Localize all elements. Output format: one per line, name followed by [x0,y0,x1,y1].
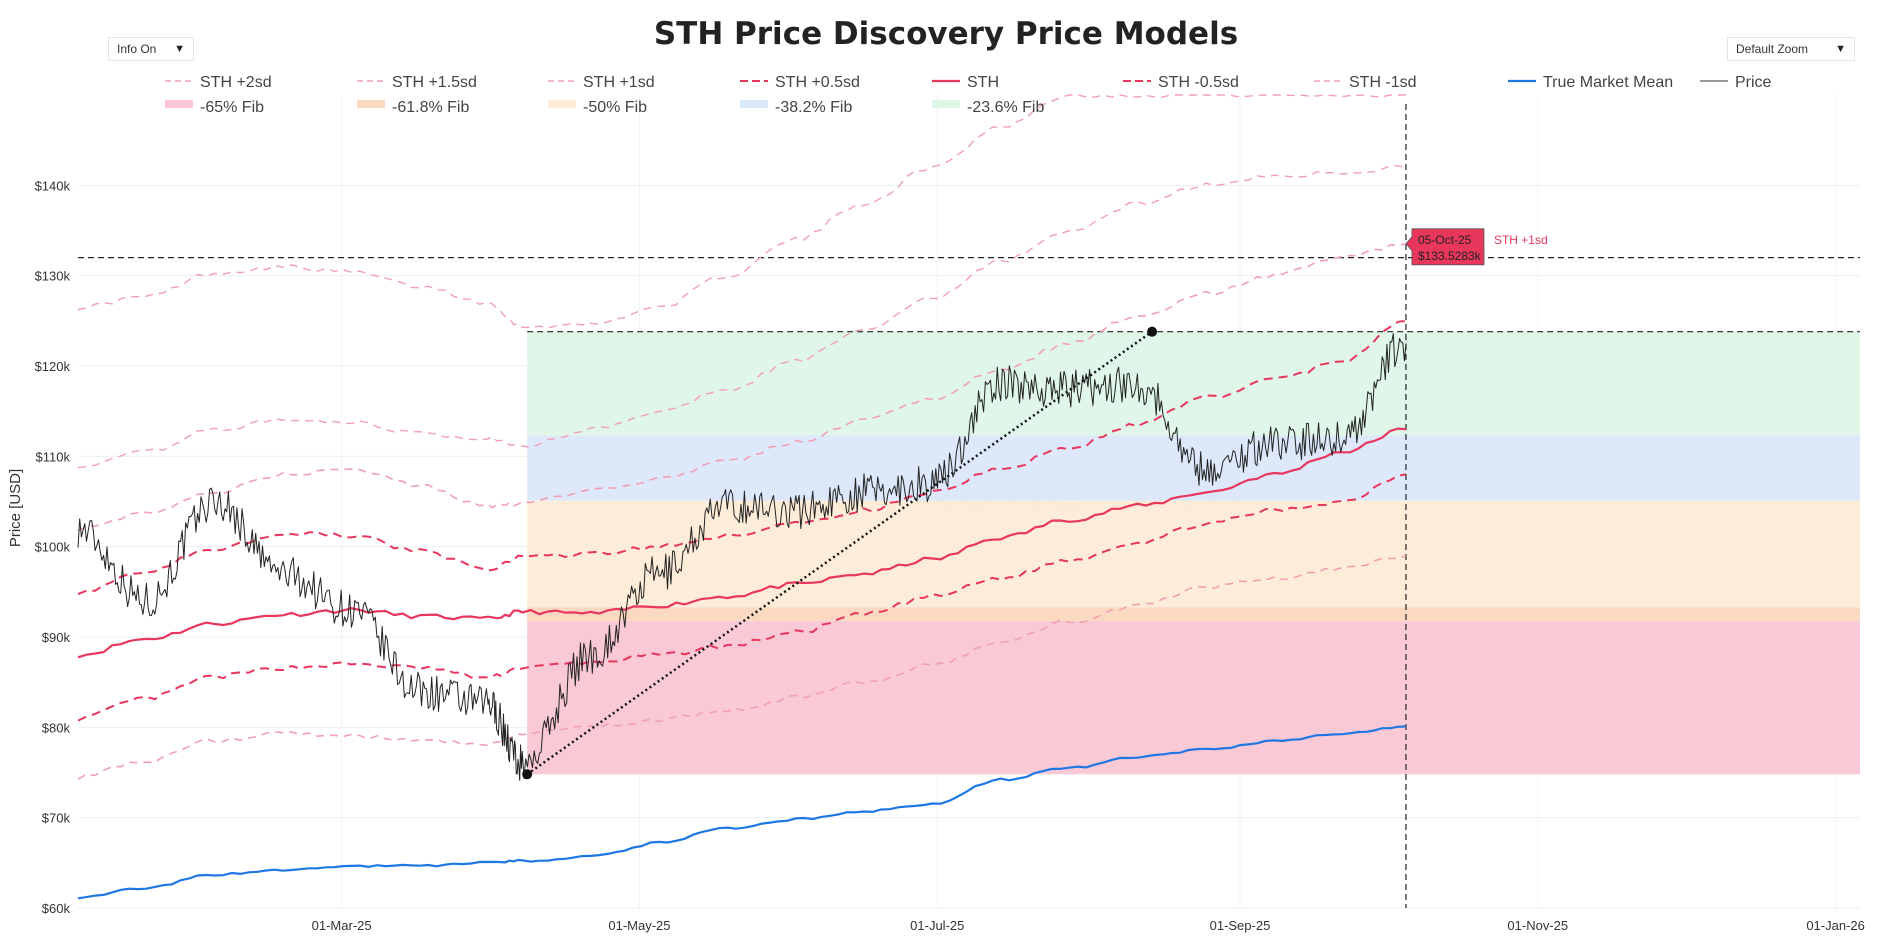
x-tick-label: 01-Mar-25 [312,918,372,933]
tooltip-series: STH +1sd [1494,233,1548,247]
legend-item: STH -1sd [1349,74,1417,91]
legend-item: STH +0.5sd [775,74,860,91]
legend-swatch [548,100,576,108]
series-line [77,725,1407,900]
trend-start-point [522,769,533,780]
y-tick-label: $130k [35,269,71,284]
trend-end-point [1147,326,1158,337]
y-tick-label: $110k [36,449,71,464]
fib-band [527,620,1860,775]
y-tick-label: $140k [35,178,71,193]
legend-item: -65% Fib [200,99,264,116]
series-line [77,554,1407,780]
chevron-down-icon: ▼ [174,43,185,55]
chevron-down-icon: ▼ [1835,43,1846,55]
legend-item: STH +1sd [583,74,655,91]
x-tick-label: 01-Sep-25 [1210,918,1271,933]
legend-swatch [165,100,193,108]
zoom-label: Default Zoom [1736,42,1809,56]
series-line [77,165,1407,469]
series-line [77,243,1407,532]
legend-item: -38.2% Fib [775,99,852,116]
legend-swatch [357,100,385,108]
legend-item: -50% Fib [583,99,647,116]
legend-item: -61.8% Fib [392,99,469,116]
legend-swatch [740,100,768,108]
fib-band [527,331,1860,436]
series-line [77,473,1407,722]
legend-item: STH +1.5sd [392,74,477,91]
tooltip-box [1405,228,1485,266]
fib-band [527,500,1860,608]
x-tick-label: 01-Jul-25 [910,918,964,933]
y-tick-label: $80k [42,720,71,735]
legend: STH +2sd STH +1.5sd STH +1sd STH +0.5sd STH S… [165,74,1772,116]
info-toggle-label: Info On [117,42,157,56]
legend-item: STH -0.5sd [1158,74,1239,91]
fib-band [527,435,1860,501]
x-tick-label: 01-Jan-26 [1806,918,1865,933]
plot-area[interactable]: $60k $70k $80k $90k $100k $110k $120k $130k $140… [35,94,1865,933]
legend-item: Price [1735,74,1772,91]
tooltip-date: 05-Oct-25 [1418,233,1472,247]
y-tick-label: $70k [42,811,71,826]
y-tick-label: $100k [35,540,71,555]
tooltip-value: $133.5283k [1418,249,1482,263]
zoom-dropdown[interactable]: Default Zoom ▼ [1727,37,1855,61]
fib-band [527,607,1860,621]
series-line [77,94,1406,329]
y-axis-label: Price [USD] [7,469,24,547]
y-tick-label: $90k [42,630,71,645]
series-line [77,333,1407,781]
series-line [77,427,1407,659]
info-toggle-dropdown[interactable]: Info On ▼ [108,37,194,61]
legend-item: STH +2sd [200,74,272,91]
legend-item: STH [967,74,999,91]
y-tick-label: $120k [35,359,71,374]
x-tick-label: 01-Nov-25 [1507,918,1568,933]
legend-item: -23.6% Fib [967,99,1044,116]
series-line [77,319,1407,596]
chart-title: STH Price Discovery Price Models [654,16,1238,52]
x-tick-label: 01-May-25 [608,918,670,933]
y-tick-label: $60k [42,901,71,916]
legend-swatch [932,100,960,108]
legend-item: True Market Mean [1543,74,1673,91]
